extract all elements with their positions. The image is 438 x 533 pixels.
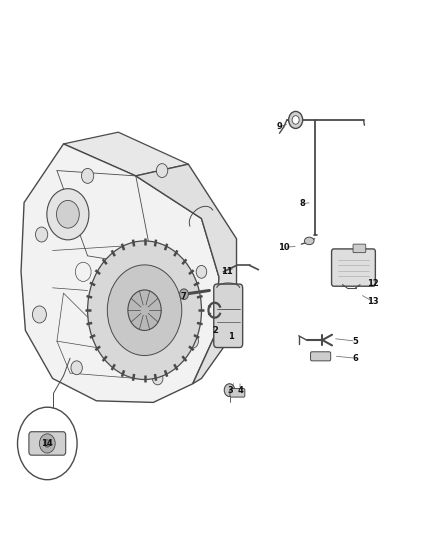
Circle shape: [81, 168, 94, 183]
FancyBboxPatch shape: [332, 249, 375, 286]
FancyBboxPatch shape: [311, 352, 331, 361]
Circle shape: [35, 227, 48, 242]
Circle shape: [152, 372, 163, 385]
FancyBboxPatch shape: [230, 389, 245, 397]
Circle shape: [88, 241, 201, 379]
FancyBboxPatch shape: [353, 244, 366, 253]
Polygon shape: [136, 164, 237, 384]
Text: 4: 4: [237, 386, 243, 394]
Circle shape: [224, 384, 235, 397]
Text: 7: 7: [180, 292, 186, 301]
Circle shape: [289, 111, 303, 128]
Circle shape: [187, 334, 198, 348]
Circle shape: [128, 290, 161, 330]
Text: 8: 8: [299, 199, 305, 208]
FancyBboxPatch shape: [29, 432, 66, 455]
Circle shape: [32, 306, 46, 323]
Text: 1: 1: [228, 333, 234, 341]
Text: 14: 14: [42, 439, 53, 448]
Polygon shape: [21, 144, 219, 402]
Circle shape: [57, 200, 79, 228]
Circle shape: [18, 407, 77, 480]
Circle shape: [156, 164, 168, 177]
Text: 5: 5: [353, 337, 359, 345]
Circle shape: [71, 361, 82, 375]
Ellipse shape: [304, 237, 314, 245]
Circle shape: [107, 265, 182, 356]
Text: 10: 10: [278, 243, 290, 252]
Circle shape: [180, 289, 188, 300]
Text: 3: 3: [227, 386, 233, 394]
Text: 11: 11: [221, 268, 233, 276]
Polygon shape: [64, 132, 188, 176]
Circle shape: [292, 116, 299, 124]
Circle shape: [44, 440, 50, 447]
Circle shape: [196, 265, 207, 278]
Text: 12: 12: [367, 279, 379, 288]
FancyBboxPatch shape: [214, 284, 243, 348]
Text: 9: 9: [276, 123, 283, 131]
Circle shape: [39, 434, 55, 453]
Circle shape: [47, 189, 89, 240]
Text: 2: 2: [212, 326, 219, 335]
Text: 6: 6: [353, 354, 359, 362]
Text: 13: 13: [367, 297, 379, 306]
